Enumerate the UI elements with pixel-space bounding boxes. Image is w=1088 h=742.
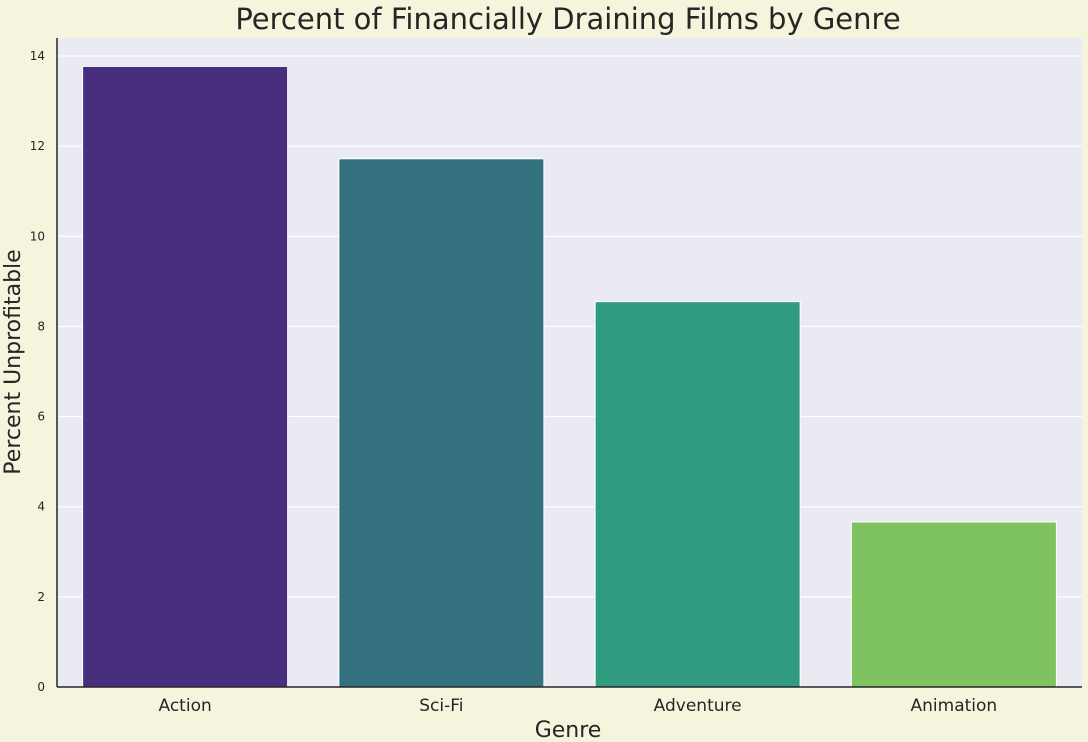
y-tick-label: 8 [37,319,45,333]
y-tick-labels: 0 2 4 6 8 10 12 14 [30,49,45,694]
bars [82,65,1057,688]
y-tick-label: 0 [37,680,45,694]
bar-action [82,65,289,688]
x-tick-label: Animation [911,696,998,716]
bar-animation [850,521,1057,688]
y-tick-label: 10 [30,229,45,243]
x-tick-label: Adventure [654,696,742,716]
x-tick-labels: Action Sci-Fi Adventure Animation [159,696,998,716]
y-tick-label: 2 [37,590,45,604]
x-tick-label: Sci-Fi [419,696,463,716]
x-axis-title: Genre [535,718,602,742]
bar-adventure [594,301,801,688]
y-tick-label: 14 [30,49,45,63]
bar-sci-fi [338,158,545,688]
chart-title: Percent of Financially Draining Films by… [235,2,900,36]
y-axis-title: Percent Unprofitable [1,249,26,474]
x-tick-label: Action [159,696,212,716]
y-tick-label: 12 [30,139,45,153]
y-tick-label: 4 [37,500,45,514]
y-tick-label: 6 [37,410,45,424]
